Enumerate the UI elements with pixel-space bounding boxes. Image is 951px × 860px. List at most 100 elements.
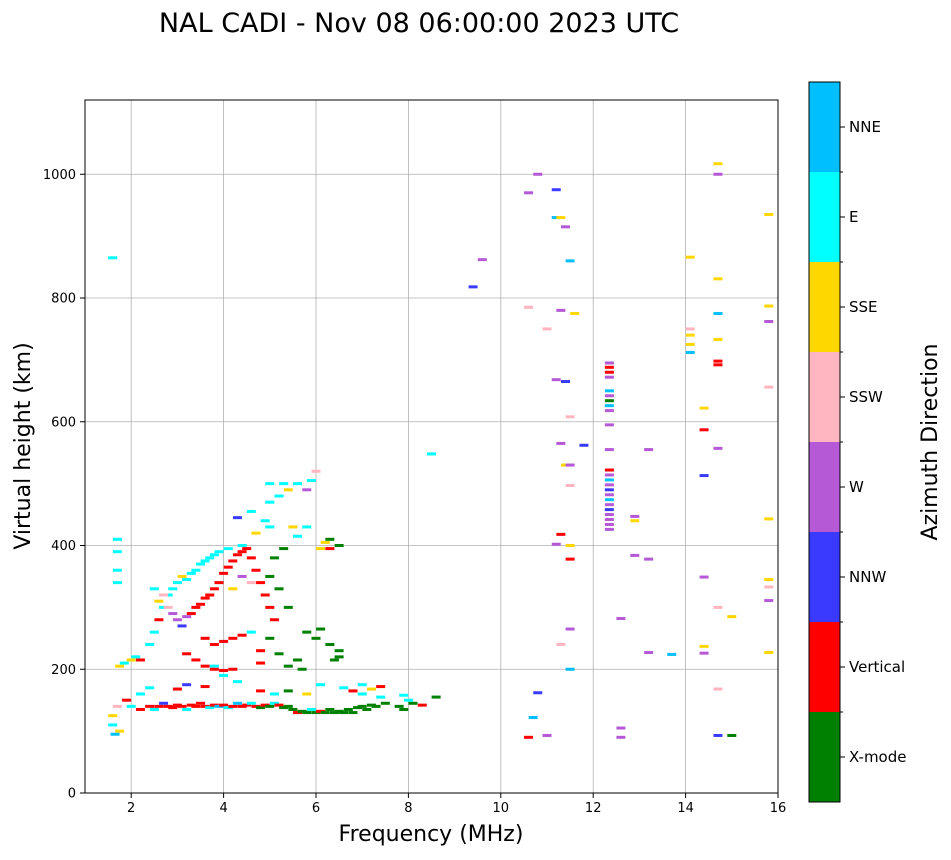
data-point: [279, 547, 289, 551]
data-point: [182, 615, 192, 619]
x-tick-label: 12: [585, 801, 602, 816]
data-point: [524, 735, 534, 739]
data-point: [713, 172, 723, 176]
data-point: [274, 652, 284, 656]
data-point: [604, 522, 614, 526]
data-point: [293, 482, 303, 486]
data-point: [265, 500, 275, 504]
data-point: [713, 359, 723, 363]
data-point: [251, 704, 261, 708]
colorbar-segment: [809, 442, 840, 532]
data-point: [630, 553, 640, 557]
data-point: [200, 685, 210, 689]
x-tick-label: 14: [677, 801, 694, 816]
data-points: [108, 162, 774, 739]
data-point: [376, 695, 386, 699]
data-point: [357, 692, 367, 696]
data-point: [417, 703, 427, 707]
data-point: [126, 658, 136, 662]
data-point: [154, 618, 164, 622]
data-point: [265, 704, 275, 708]
data-point: [159, 605, 169, 609]
y-tick-label: 400: [51, 539, 76, 554]
data-point: [764, 320, 774, 324]
data-point: [196, 562, 205, 566]
data-point: [394, 704, 404, 708]
colorbar-tick-label: SSW: [849, 388, 883, 406]
data-point: [380, 701, 390, 705]
data-point: [172, 687, 182, 691]
data-point: [604, 527, 614, 531]
data-point: [565, 667, 575, 671]
data-point: [237, 704, 247, 708]
data-point: [604, 498, 614, 502]
data-point: [604, 493, 614, 497]
data-point: [306, 707, 316, 711]
data-point: [362, 707, 372, 711]
data-point: [524, 191, 534, 195]
data-point: [191, 704, 201, 708]
x-tick-label: 6: [312, 801, 320, 816]
data-point: [288, 707, 298, 711]
data-point: [334, 655, 344, 659]
data-point: [168, 706, 178, 710]
data-point: [604, 483, 614, 487]
data-point: [343, 707, 353, 711]
colorbar-tick-label: W: [849, 478, 864, 496]
data-point: [764, 304, 774, 308]
data-point: [274, 587, 284, 591]
data-point: [274, 703, 284, 707]
data-point: [242, 703, 252, 707]
data-point: [283, 689, 293, 693]
data-point: [283, 605, 293, 609]
data-point: [214, 550, 224, 554]
data-point: [399, 707, 409, 711]
data-point: [228, 704, 238, 708]
data-point: [246, 630, 256, 634]
data-point: [542, 327, 552, 331]
data-point: [542, 733, 552, 737]
data-point: [246, 581, 256, 585]
y-tick-label: 800: [51, 292, 76, 307]
data-point: [145, 686, 155, 690]
data-point: [325, 707, 335, 711]
data-point: [209, 703, 219, 707]
data-point: [228, 667, 238, 671]
data-point: [320, 540, 330, 544]
data-point: [565, 557, 575, 561]
colorbar-segment: [809, 532, 840, 622]
y-tick-label: 600: [51, 415, 76, 430]
data-point: [551, 542, 561, 546]
data-point: [269, 692, 279, 696]
data-point: [200, 559, 210, 563]
data-point: [353, 706, 363, 710]
data-point: [112, 550, 122, 554]
data-point: [131, 655, 141, 659]
data-point: [699, 651, 709, 655]
data-point: [200, 596, 210, 600]
data-point: [560, 463, 570, 467]
data-point: [122, 698, 132, 702]
data-point: [764, 599, 774, 603]
chart-title: NAL CADI - Nov 08 06:00:00 2023 UTC: [159, 8, 679, 39]
colorbar-frame: [808, 81, 841, 803]
data-point: [604, 389, 614, 393]
data-point: [251, 531, 261, 535]
data-point: [149, 587, 159, 591]
data-point: [205, 556, 215, 560]
data-point: [699, 575, 709, 579]
data-point: [325, 537, 335, 541]
data-point: [228, 636, 238, 640]
data-point: [260, 703, 270, 707]
data-point: [108, 256, 118, 260]
data-point: [685, 342, 695, 346]
data-point: [339, 711, 349, 715]
data-point: [565, 544, 575, 547]
data-point: [200, 636, 210, 640]
data-point: [713, 277, 723, 281]
data-point: [274, 494, 284, 498]
data-point: [260, 519, 270, 523]
data-point: [251, 568, 261, 572]
axis-ticks: 2 4 6 8 10 12 14 16 0 200 400 600 800 1000: [43, 168, 786, 816]
data-point: [279, 706, 289, 710]
